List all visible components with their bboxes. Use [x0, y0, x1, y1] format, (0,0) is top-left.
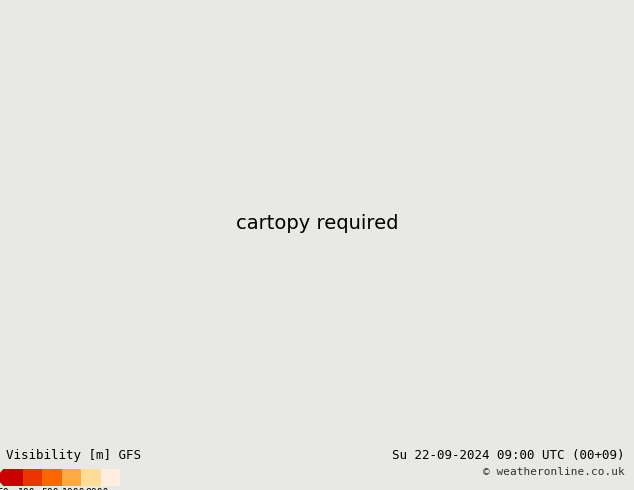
Bar	[101, 469, 120, 486]
Text: 1000: 1000	[61, 488, 86, 490]
Bar	[23, 469, 42, 486]
Text: © weatheronline.co.uk: © weatheronline.co.uk	[482, 467, 624, 477]
Text: 500: 500	[41, 488, 59, 490]
Polygon shape	[0, 469, 3, 486]
Text: Visibility [m] GFS: Visibility [m] GFS	[6, 449, 141, 462]
Bar	[81, 469, 101, 486]
Text: cartopy required: cartopy required	[236, 214, 398, 233]
Bar	[3, 469, 23, 486]
Text: 8000: 8000	[85, 488, 109, 490]
Text: Su 22-09-2024 09:00 UTC (00+09): Su 22-09-2024 09:00 UTC (00+09)	[392, 449, 624, 462]
Text: 100: 100	[18, 488, 36, 490]
Text: 50: 50	[0, 488, 9, 490]
Bar	[62, 469, 81, 486]
Bar	[42, 469, 61, 486]
